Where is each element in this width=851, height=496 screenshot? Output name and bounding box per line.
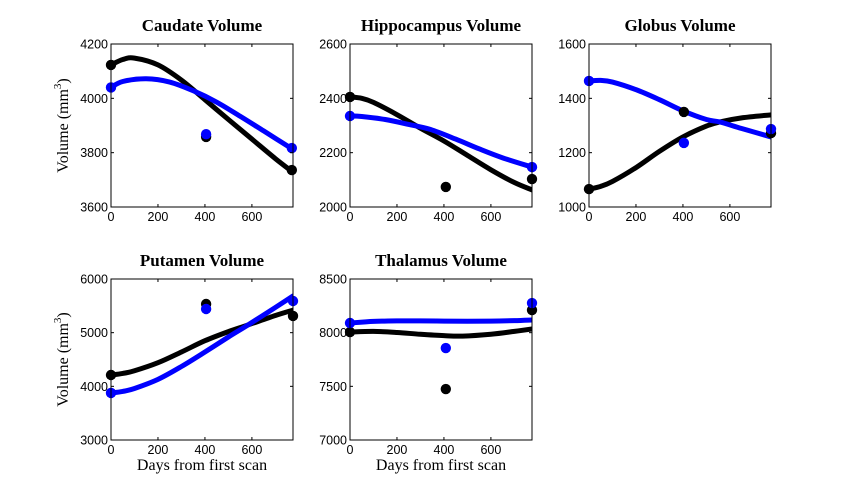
x-tick-label: 400 <box>673 210 694 224</box>
fit-curve-black <box>350 94 532 193</box>
x-tick-label: 0 <box>586 210 593 224</box>
x-tick-label: 600 <box>719 210 740 224</box>
subplot-hippocampus-volume: Hippocampus Volume 0 200 400 600 2000 2200 2400… <box>319 16 538 224</box>
y-tick-label: 3800 <box>80 146 108 160</box>
data-point-blue <box>286 142 298 154</box>
x-tick-label: 600 <box>480 210 501 224</box>
y-axis-label: Volume (mm3) <box>52 78 72 173</box>
fit-curve-blue <box>350 317 532 326</box>
y-tick-label: 4000 <box>80 92 108 106</box>
data-point-black <box>440 181 452 193</box>
y-axis-label-close: ) <box>55 312 72 317</box>
x-tick-label: 200 <box>148 210 169 224</box>
y-axis-label-close: ) <box>55 78 72 83</box>
y-axis-label: Volume (mm3) <box>52 312 72 407</box>
fit-curve-blue <box>589 77 771 140</box>
subplot-thalamus-volume: Thalamus Volume 0 200 400 600 7000 7500 8000 850… <box>319 251 538 474</box>
subplot-caudate-volume: Caudate Volume 0 200 400 600 3600 3800 4000 4200… <box>52 16 298 224</box>
y-tick-label: 7000 <box>319 434 347 448</box>
y-tick-label: 8500 <box>319 273 347 287</box>
y-tick-label: 3000 <box>80 434 108 448</box>
fit-curve-blue <box>111 293 293 396</box>
x-tick-label: 200 <box>387 443 408 457</box>
subplot-title: Thalamus Volume <box>375 251 507 270</box>
y-tick-label: 2000 <box>319 201 347 215</box>
axes-box <box>110 43 294 208</box>
y-axis-label-superscript: 3 <box>52 83 64 89</box>
axes-box <box>588 43 772 208</box>
data-point-blue <box>200 303 212 315</box>
y-axis-label-main: Volume (mm <box>55 323 72 407</box>
subplot-putamen-volume: Putamen Volume 0 200 400 600 3000 4000 5000 6000… <box>52 251 299 474</box>
fit-curve-blue <box>350 113 532 170</box>
y-tick-label: 8000 <box>319 326 347 340</box>
axes-box <box>110 278 294 441</box>
data-point-black <box>678 106 690 118</box>
y-tick-label: 4000 <box>80 380 108 394</box>
x-tick-label: 400 <box>195 210 216 224</box>
y-axis-label-main: Volume (mm <box>55 89 72 173</box>
x-tick-label: 0 <box>108 210 115 224</box>
y-tick-label: 7500 <box>319 380 347 394</box>
subplot-title: Globus Volume <box>624 16 735 35</box>
y-tick-label: 2600 <box>319 38 347 52</box>
y-tick-label: 2400 <box>319 92 347 106</box>
fit-curve-black <box>350 326 532 339</box>
x-tick-label: 200 <box>148 443 169 457</box>
fit-curve-blue <box>111 76 293 152</box>
subplot-title: Hippocampus Volume <box>361 16 522 35</box>
x-tick-label: 200 <box>626 210 647 224</box>
y-tick-label: 3600 <box>80 201 108 215</box>
data-point-blue <box>678 137 690 149</box>
data-point-blue <box>440 342 452 354</box>
x-tick-label: 200 <box>387 210 408 224</box>
x-tick-label: 0 <box>347 443 354 457</box>
x-tick-label: 0 <box>108 443 115 457</box>
y-tick-label: 4200 <box>80 38 108 52</box>
axes-box <box>349 278 533 441</box>
subplot-title: Putamen Volume <box>140 251 265 270</box>
data-point-black <box>440 383 452 395</box>
x-tick-label: 600 <box>480 443 501 457</box>
x-tick-label: 400 <box>434 443 455 457</box>
fit-curve-black <box>589 112 771 192</box>
y-tick-label: 6000 <box>80 273 108 287</box>
x-axis-label: Days from first scan <box>376 457 506 474</box>
x-tick-label: 400 <box>434 210 455 224</box>
x-tick-label: 0 <box>347 210 354 224</box>
subplot-globus-volume: Globus Volume 0 200 400 600 1000 1200 1400 1600 <box>558 16 777 224</box>
data-point-blue <box>200 128 212 140</box>
y-tick-label: 2200 <box>319 146 347 160</box>
y-tick-label: 1400 <box>558 92 586 106</box>
x-tick-label: 400 <box>195 443 216 457</box>
x-axis-label: Days from first scan <box>137 457 267 474</box>
y-tick-label: 1200 <box>558 146 586 160</box>
y-tick-label: 5000 <box>80 326 108 340</box>
data-point-black <box>286 164 298 176</box>
y-tick-label: 1000 <box>558 201 586 215</box>
x-tick-label: 600 <box>241 210 262 224</box>
subplot-title: Caudate Volume <box>142 16 263 35</box>
y-axis-label-superscript: 3 <box>52 317 64 323</box>
fit-curve-black <box>111 307 293 378</box>
y-tick-label: 1600 <box>558 38 586 52</box>
axes-box <box>349 43 533 208</box>
x-tick-label: 600 <box>241 443 262 457</box>
